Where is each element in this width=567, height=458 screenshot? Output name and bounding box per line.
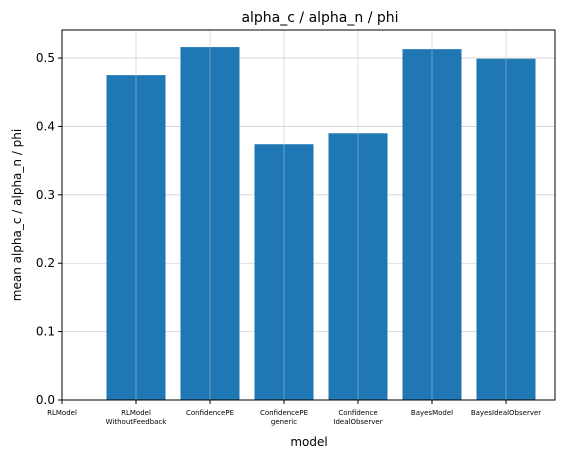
x-tick-label: BayesIdealObserver bbox=[471, 409, 541, 417]
x-tick-label-line: ConfidencePE bbox=[186, 409, 234, 417]
x-tick-label-line: BayesModel bbox=[411, 409, 453, 417]
x-tick-label: BayesModel bbox=[411, 409, 453, 417]
x-axis-label: model bbox=[290, 435, 327, 449]
x-tick-label-line: IdealObserver bbox=[333, 418, 382, 426]
x-tick-label-line: ConfidencePE bbox=[260, 409, 308, 417]
x-tick-label: RLModel bbox=[47, 409, 77, 417]
x-tick-label: ConfidencePE bbox=[186, 409, 234, 417]
x-tick-label: RLModel WithoutFeedback bbox=[106, 409, 168, 426]
plot-frame bbox=[61, 29, 556, 401]
bars-layer bbox=[106, 30, 536, 401]
y-tick-label: 0.3 bbox=[36, 188, 55, 202]
y-tick-label: 0.4 bbox=[36, 119, 55, 133]
y-tick-label: 0.2 bbox=[36, 256, 55, 270]
x-tick-label-line: generic bbox=[271, 418, 297, 426]
x-tick-label-line: RLModel bbox=[121, 409, 151, 417]
x-tick-label: Confidence IdealObserver bbox=[333, 409, 382, 426]
x-tick-label-line: BayesIdealObserver bbox=[471, 409, 541, 417]
chart-title: alpha_c / alpha_n / phi bbox=[241, 10, 398, 26]
x-tick-label-line: Confidence bbox=[338, 409, 377, 417]
axes-layer bbox=[61, 29, 556, 401]
x-tick-label: ConfidencePE generic bbox=[260, 409, 308, 426]
y-tick-label: 0.0 bbox=[36, 393, 55, 407]
x-tick-label-line: WithoutFeedback bbox=[106, 418, 168, 426]
y-tick-label: 0.1 bbox=[36, 325, 55, 339]
x-tick-label-line: RLModel bbox=[47, 409, 77, 417]
y-axis-label: mean alpha_c / alpha_n / phi bbox=[10, 129, 24, 301]
y-tick-label: 0.5 bbox=[36, 51, 55, 65]
